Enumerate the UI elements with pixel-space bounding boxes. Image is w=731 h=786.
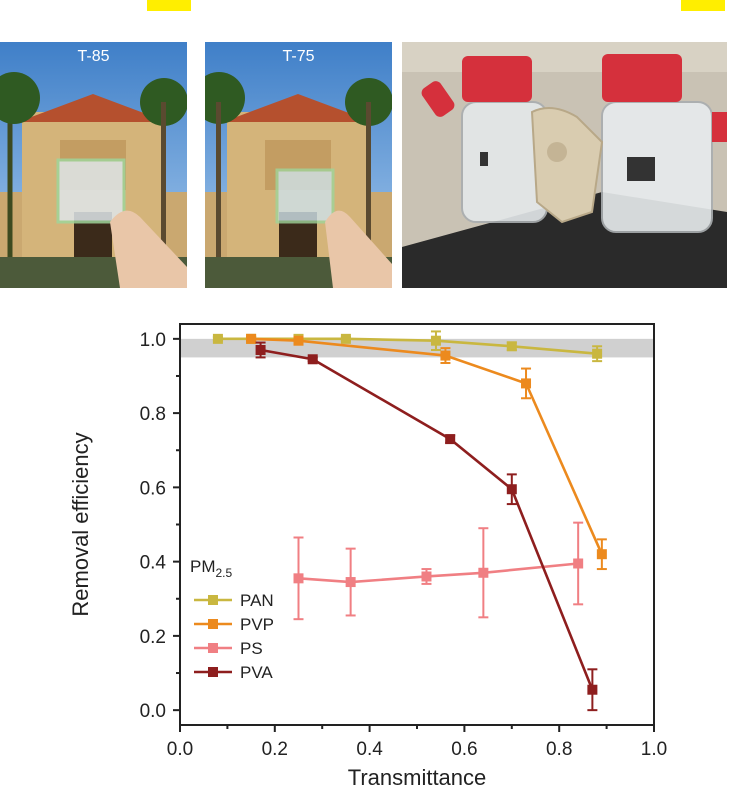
photo-label-t75: T-75	[282, 48, 315, 65]
legend-swatch-marker	[208, 619, 218, 629]
data-point	[212, 333, 223, 344]
removal-efficiency-chart: 0.0 0.2 0.4 0.6 0.8 1.0 0.0 0.2 0.4 0.6 0.8 1.0 Tra…	[68, 323, 667, 786]
legend-item-pva: PVA	[194, 663, 273, 682]
x-tick-label: 1.0	[641, 739, 667, 760]
legend-label: PVP	[240, 615, 274, 634]
series-ps	[293, 521, 584, 621]
y-tick-label: 0.4	[140, 553, 167, 574]
data-point	[421, 571, 432, 582]
data-point	[506, 484, 517, 495]
legend-item-ps: PS	[194, 639, 263, 658]
y-tick-label: 0.6	[140, 478, 166, 499]
y-tick-label: 0.0	[140, 701, 166, 722]
data-point	[506, 341, 517, 352]
highlight-marker-right	[681, 0, 725, 11]
data-point	[246, 333, 257, 344]
legend-title-main: PM	[190, 557, 216, 576]
legend-item-pan: PAN	[194, 591, 274, 610]
x-axis-title: Transmittance	[348, 765, 487, 786]
series-line	[251, 337, 604, 555]
data-point	[307, 354, 318, 365]
legend-label: PS	[240, 639, 263, 658]
data-point	[478, 567, 489, 578]
photo-t75: T-75	[205, 42, 392, 288]
data-point	[340, 333, 351, 344]
legend-swatch-marker	[208, 667, 218, 677]
photo-bottles	[402, 42, 727, 288]
data-point	[445, 434, 456, 445]
data-point	[596, 549, 607, 560]
legend-label: PVA	[240, 663, 273, 682]
data-point	[587, 684, 598, 695]
y-tick-label: 0.8	[140, 404, 166, 425]
legend-swatch-marker	[208, 643, 218, 653]
legend: PM2.5 PAN PVP PS PVA	[190, 557, 274, 682]
x-tick-label: 0.6	[451, 739, 477, 760]
x-tick-label: 0.8	[546, 739, 572, 760]
x-tick-label: 0.2	[262, 739, 288, 760]
highlight-marker-left	[147, 0, 191, 11]
data-point	[592, 348, 603, 359]
series-pva	[255, 341, 598, 712]
legend-swatch-marker	[208, 595, 218, 605]
legend-item-pvp: PVP	[194, 615, 274, 634]
photo-t85: T-85	[0, 42, 187, 288]
data-point	[521, 378, 532, 389]
data-point	[255, 344, 266, 355]
y-tick-label: 0.2	[140, 627, 166, 648]
series-pvp	[246, 333, 607, 571]
photo-label-t85: T-85	[77, 48, 110, 65]
series-line	[298, 562, 579, 584]
data-point	[573, 558, 584, 569]
data-point	[440, 350, 451, 361]
y-tick-label: 1.0	[140, 330, 166, 351]
x-tick-label: 0.0	[167, 739, 193, 760]
legend-label: PAN	[240, 591, 274, 610]
legend-title-sub: 2.5	[216, 566, 233, 580]
x-tick-label: 0.4	[356, 739, 383, 760]
series-line	[260, 348, 594, 691]
legend-title: PM2.5	[190, 557, 233, 580]
data-point	[293, 573, 304, 584]
data-point	[345, 577, 356, 588]
data-point	[430, 335, 441, 346]
y-axis-title: Removal efficiency	[68, 432, 93, 616]
data-point	[293, 335, 304, 346]
